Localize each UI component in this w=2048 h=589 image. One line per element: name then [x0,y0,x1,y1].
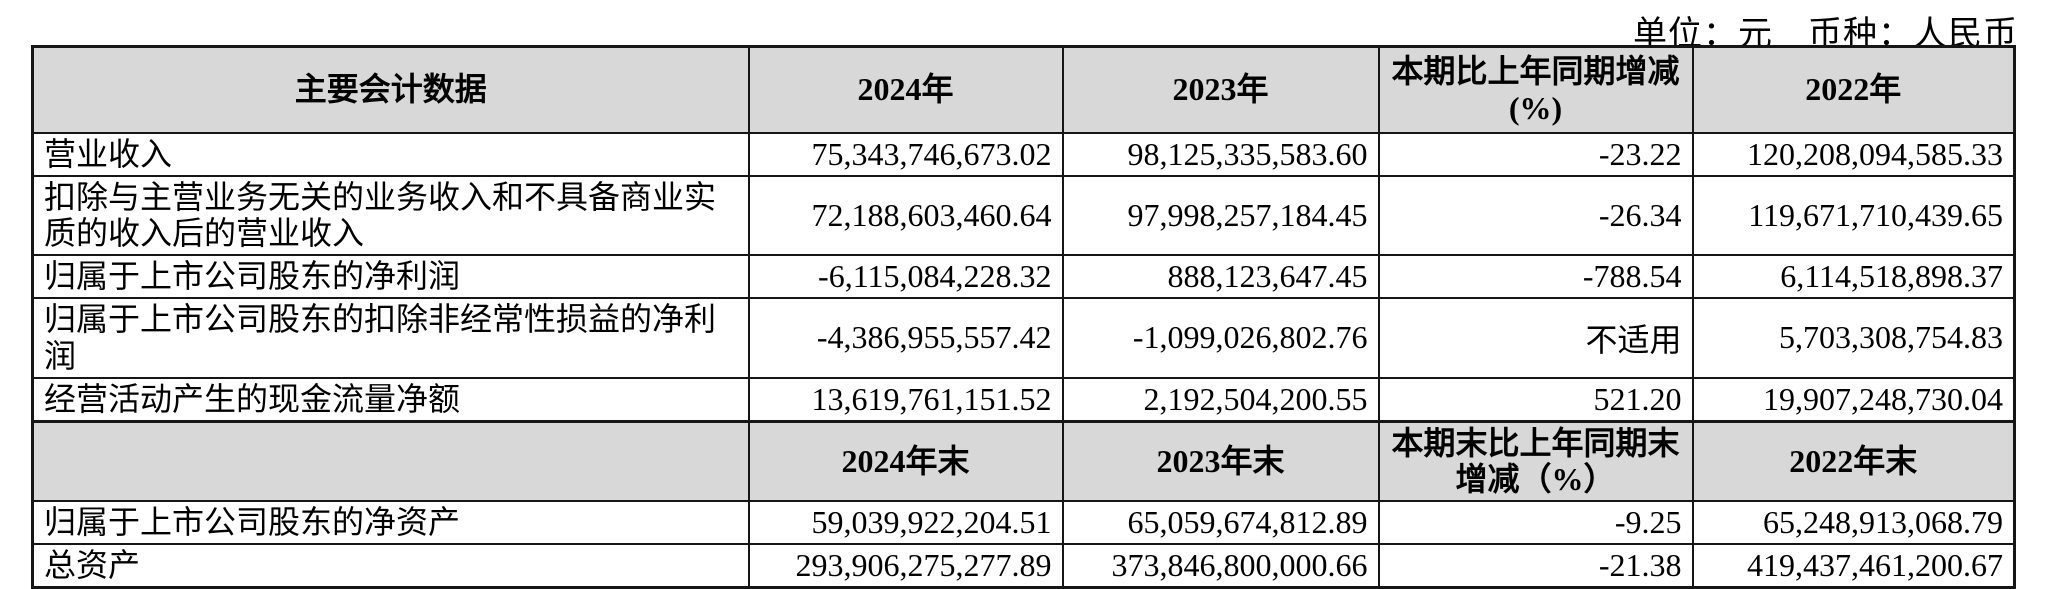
header-2022-end: 2022年末 [1691,419,2016,503]
value-2024: 72,188,603,460.64 [747,174,1064,257]
value-change: -23.22 [1377,131,1694,177]
value-2023: -1,099,026,802.76 [1061,297,1380,379]
value-2022: 119,671,710,439.65 [1691,174,2016,257]
value-change: 521.20 [1377,376,1694,423]
value-2024: 13,619,761,151.52 [747,376,1064,423]
row-label: 归属于上市公司股东的净利润 [31,254,750,300]
annual-header-row: 主要会计数据 2024年 2023年 本期比上年同期增减 (%) 2022年 [31,45,2016,134]
value-2022: 19,907,248,730.04 [1691,376,2016,423]
row-label: 总资产 [31,543,750,589]
value-change: -21.38 [1377,543,1694,589]
value-change: -788.54 [1377,254,1694,300]
header-2023: 2023年 [1061,45,1380,134]
header-yoy-change-line2: (%) [1508,89,1563,126]
value-2022: 120,208,094,585.33 [1691,131,2016,177]
header-empty [31,419,750,503]
table-row-net-profit: 归属于上市公司股东的净利润 -6,115,084,228.32 888,123,… [31,254,2016,300]
row-label: 归属于上市公司股东的净资产 [31,500,750,546]
value-2024: -4,386,955,557.42 [747,297,1064,379]
table-row-adjusted-revenue: 扣除与主营业务无关的业务收入和不具备商业实质的收入后的营业收入 72,188,6… [31,174,2016,257]
value-2023: 373,846,800,000.66 [1061,543,1380,589]
header-2024-end: 2024年末 [747,419,1064,503]
header-2023-end: 2023年末 [1061,419,1380,503]
header-2024: 2024年 [747,45,1064,134]
value-2023: 888,123,647.45 [1061,254,1380,300]
value-2024: 293,906,275,277.89 [747,543,1064,589]
value-2023: 97,998,257,184.45 [1061,174,1380,257]
value-change: -26.34 [1377,174,1694,257]
table-row-operating-cash-flow: 经营活动产生的现金流量净额 13,619,761,151.52 2,192,50… [31,376,2016,423]
key-accounting-data-table: 主要会计数据 2024年 2023年 本期比上年同期增减 (%) 2022年 营… [31,45,2016,589]
header-yoy-change-line1: 本期比上年同期增减 [1391,52,1680,89]
row-label: 经营活动产生的现金流量净额 [31,376,750,423]
period-end-header-row: 2024年末 2023年末 本期末比上年同期末 增减（%） 2022年末 [31,419,2016,503]
value-2024: 59,039,922,204.51 [747,500,1064,546]
header-period-end-change-line2: 增减（%） [1455,461,1616,498]
value-2023: 98,125,335,583.60 [1061,131,1380,177]
value-2023: 65,059,674,812.89 [1061,500,1380,546]
value-change: 不适用 [1377,297,1694,379]
value-2023: 2,192,504,200.55 [1061,376,1380,423]
table-row-net-assets: 归属于上市公司股东的净资产 59,039,922,204.51 65,059,6… [31,500,2016,546]
row-label: 归属于上市公司股东的扣除非经常性损益的净利润 [31,297,750,379]
value-2024: 75,343,746,673.02 [747,131,1064,177]
header-2022: 2022年 [1691,45,2016,134]
header-metric: 主要会计数据 [31,45,750,134]
header-yoy-change: 本期比上年同期增减 (%) [1377,45,1694,134]
header-period-end-change: 本期末比上年同期末 增减（%） [1377,419,1694,503]
table-row-net-profit-excl-nonrecurring: 归属于上市公司股东的扣除非经常性损益的净利润 -4,386,955,557.42… [31,297,2016,379]
table-row-operating-revenue: 营业收入 75,343,746,673.02 98,125,335,583.60… [31,131,2016,177]
header-period-end-change-line1: 本期末比上年同期末 [1391,424,1680,461]
row-label: 扣除与主营业务无关的业务收入和不具备商业实质的收入后的营业收入 [31,174,750,257]
value-change: -9.25 [1377,500,1694,546]
value-2022: 5,703,308,754.83 [1691,297,2016,379]
table-row-total-assets: 总资产 293,906,275,277.89 373,846,800,000.6… [31,543,2016,589]
value-2024: -6,115,084,228.32 [747,254,1064,300]
value-2022: 6,114,518,898.37 [1691,254,2016,300]
row-label: 营业收入 [31,131,750,177]
value-2022: 419,437,461,200.67 [1691,543,2016,589]
value-2022: 65,248,913,068.79 [1691,500,2016,546]
